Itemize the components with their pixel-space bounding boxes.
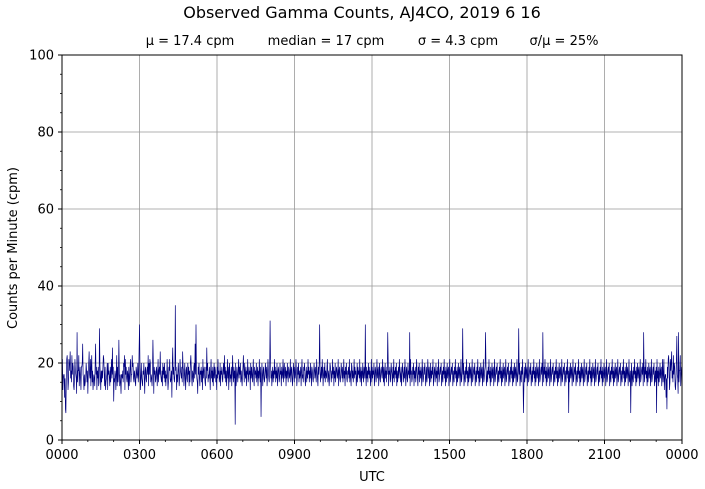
- x-tick-label: 0300: [123, 448, 156, 463]
- chart-title: Observed Gamma Counts, AJ4CO, 2019 6 16: [183, 3, 541, 22]
- x-tick-label: 1500: [433, 448, 466, 463]
- x-axis-label: UTC: [359, 470, 385, 485]
- series-group: [61, 305, 683, 425]
- x-tick-label: 0000: [45, 448, 78, 463]
- x-tick-label: 1200: [355, 448, 388, 463]
- grid-lines: [62, 55, 682, 440]
- y-tick-label: 100: [29, 49, 54, 64]
- x-tick-label: 2100: [588, 448, 621, 463]
- subtitle-median: median = 17 cpm: [268, 34, 385, 49]
- y-tick-label: 0: [46, 434, 54, 449]
- subtitle-mean: μ = 17.4 cpm: [146, 34, 235, 49]
- subtitle-ratio: σ/μ = 25%: [530, 34, 599, 49]
- y-axis-label: Counts per Minute (cpm): [6, 167, 21, 329]
- tick-group: 0000 0300 0600 0900 1200 1500 1800 2100 00000204…: [29, 49, 698, 464]
- y-tick-label: 80: [37, 126, 54, 141]
- x-tick-label: 0900: [278, 448, 311, 463]
- y-tick-label: 60: [37, 203, 54, 218]
- y-tick-label: 40: [37, 280, 54, 295]
- subtitle-sigma: σ = 4.3 cpm: [418, 34, 498, 49]
- x-tick-label: 0000: [665, 448, 698, 463]
- y-tick-label: 20: [37, 357, 54, 372]
- x-tick-label: 1800: [510, 448, 543, 463]
- x-tick-label: 0600: [200, 448, 233, 463]
- gamma-count-series-line: [61, 305, 683, 425]
